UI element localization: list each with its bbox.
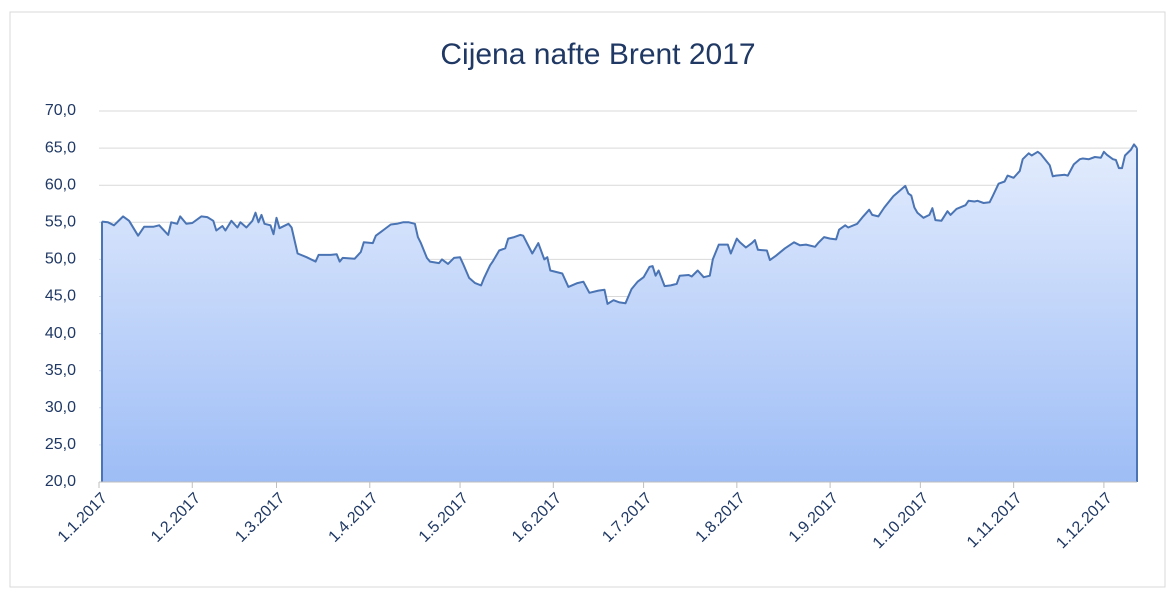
y-tick-label: 35,0 [45, 362, 76, 379]
y-tick-label: 55,0 [45, 214, 76, 231]
y-tick-label: 30,0 [45, 399, 76, 416]
area [102, 144, 1137, 482]
y-tick-label: 65,0 [45, 139, 76, 156]
y-tick-label: 40,0 [45, 325, 76, 342]
chart-title: Cijena nafte Brent 2017 [440, 38, 755, 71]
y-tick-label: 70,0 [45, 102, 76, 119]
y-tick-label: 60,0 [45, 176, 76, 193]
y-tick-label: 50,0 [45, 251, 76, 268]
y-tick-label: 20,0 [45, 473, 76, 490]
y-tick-label: 45,0 [45, 288, 76, 305]
line [101, 143, 1138, 305]
y-tick-label: 25,0 [45, 436, 76, 453]
